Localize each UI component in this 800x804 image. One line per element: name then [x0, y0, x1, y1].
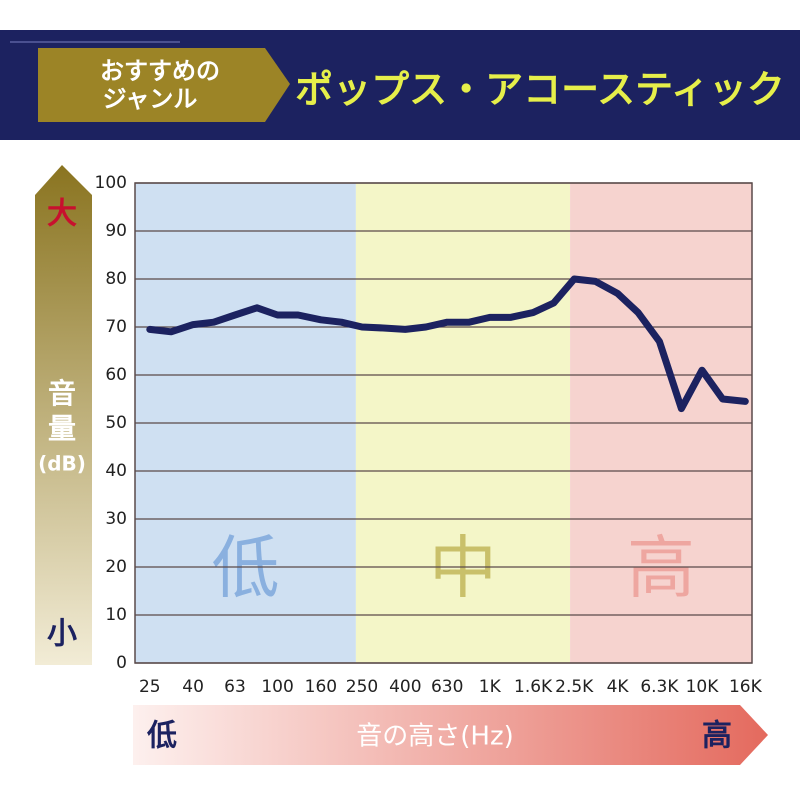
x-tick-label: 63 — [224, 677, 246, 697]
y-axis-label: (dB) — [38, 452, 86, 476]
band-label: 中 — [429, 530, 497, 609]
genre-title: ポップス・アコースティック — [295, 68, 785, 112]
chart: 低中高010203040506070809010025 40 63 100 160 250… — [38, 173, 762, 754]
y-tick-label: 40 — [105, 461, 127, 481]
y-axis-label: 音 — [48, 377, 76, 410]
x-tick-label: 2.5K — [555, 677, 594, 697]
y-axis-label: 量 — [48, 412, 76, 445]
y-axis-high: 大 — [47, 197, 77, 232]
x-axis-label: 音の高さ(Hz) — [356, 722, 514, 752]
x-tick-label: 1K — [479, 677, 502, 697]
x-tick-label: 400 — [389, 677, 421, 697]
y-tick-label: 20 — [105, 557, 127, 577]
y-tick-label: 80 — [105, 269, 127, 289]
x-tick-label: 16K — [729, 677, 763, 697]
x-tick-label: 25 — [139, 677, 161, 697]
band-label: 低 — [211, 530, 279, 609]
y-tick-label: 30 — [105, 509, 127, 529]
x-tick-label: 250 — [346, 677, 378, 697]
x-tick-label: 160 — [305, 677, 337, 697]
y-tick-label: 0 — [116, 653, 127, 673]
x-tick-label: 10K — [686, 677, 720, 697]
tag-box — [38, 48, 290, 122]
x-axis-low: 低 — [146, 719, 177, 754]
y-tick-label: 90 — [105, 221, 127, 241]
x-tick-label: 40 — [182, 677, 204, 697]
x-tick-label: 100 — [261, 677, 293, 697]
y-tick-label: 50 — [105, 413, 127, 433]
y-tick-label: 10 — [105, 605, 127, 625]
y-axis-low: 小 — [47, 617, 77, 652]
data-line — [146, 275, 749, 413]
y-axis-arrow — [35, 165, 92, 665]
tag-text: おすすめの — [100, 57, 220, 85]
tag-text: ジャンル — [103, 85, 198, 113]
x-tick-label: 4K — [607, 677, 630, 697]
x-axis-arrow — [133, 705, 768, 765]
x-axis-high: 高 — [702, 719, 732, 754]
band-label: 高 — [627, 530, 695, 609]
x-tick-label: 1.6K — [514, 677, 553, 697]
y-tick-label: 70 — [105, 317, 127, 337]
plot-frame — [134, 182, 753, 664]
x-tick-label: 630 — [431, 677, 463, 697]
y-tick-label: 100 — [95, 173, 127, 193]
y-tick-label: 60 — [105, 365, 127, 385]
x-tick-label: 6.3K — [640, 677, 679, 697]
